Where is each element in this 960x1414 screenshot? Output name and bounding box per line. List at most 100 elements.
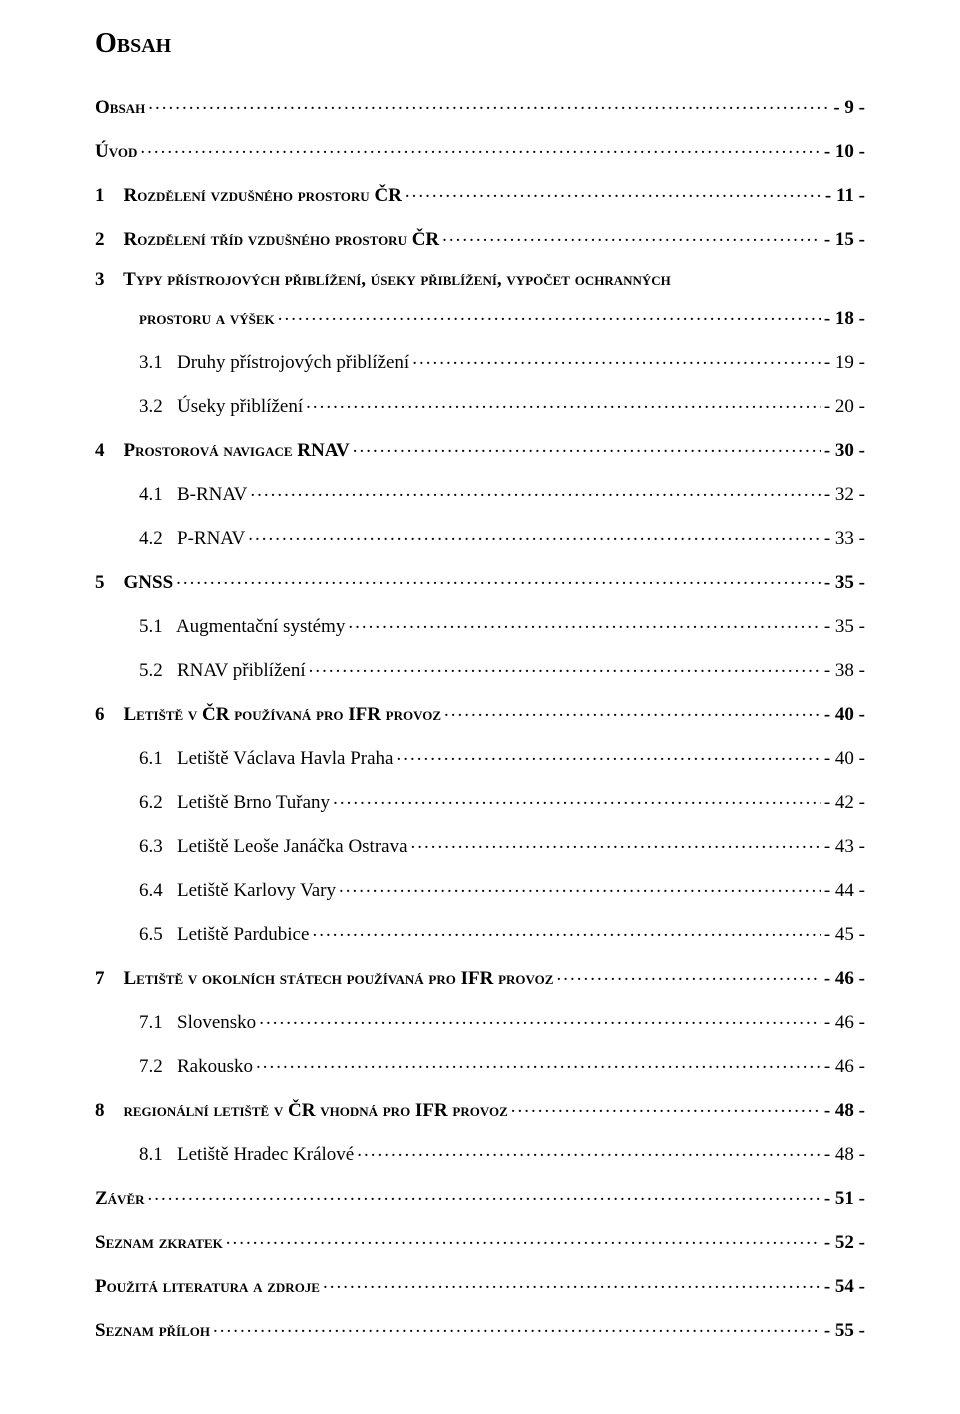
toc-entry-label: 4.1 B-RNAV — [139, 485, 247, 504]
toc-entry-label: Závěr — [95, 1189, 145, 1208]
toc-entry: Použitá literatura a zdroje- 54 - — [95, 1273, 865, 1296]
toc-entry-label: 4.2 P-RNAV — [139, 529, 245, 548]
toc-entry-label: prostoru a výšek — [139, 309, 275, 328]
toc-entry-label: 8 regionální letiště v ČR vhodná pro IFR… — [95, 1101, 508, 1120]
toc-entry-label: 6.4 Letiště Karlovy Vary — [139, 881, 336, 900]
toc-leader — [176, 569, 821, 588]
toc-entry-page: - 44 - — [824, 881, 865, 900]
toc-entry: 6 Letiště v ČR používaná pro IFR provoz -… — [95, 701, 865, 724]
toc-entry: Seznam zkratek - 52 - — [95, 1229, 865, 1252]
toc-entry-page: - 51 - — [824, 1189, 865, 1208]
toc-entry: 6.2 Letiště Brno Tuřany - 42 - — [95, 789, 865, 812]
toc-entry-page: - 30 - — [824, 441, 865, 460]
toc-entry-label: 1 Rozdělení vzdušného prostoru ČR — [95, 186, 402, 205]
toc-entry: 5.2 RNAV přiblížení - 38 - — [95, 657, 865, 680]
toc-entry-label: 6.1 Letiště Václava Havla Praha — [139, 749, 393, 768]
toc-entry-label: Seznam zkratek — [95, 1233, 223, 1252]
toc-leader — [140, 138, 820, 157]
toc-entry-label: 3.2 Úseky přiblížení — [139, 397, 303, 416]
toc-entry: 6.4 Letiště Karlovy Vary - 44 - — [95, 877, 865, 900]
toc-entry: 5.1 Augmentační systémy - 35 - — [95, 613, 865, 636]
toc-entry: Závěr - 51 - — [95, 1185, 865, 1208]
toc-entry: 3.2 Úseky přiblížení - 20 - — [95, 393, 865, 416]
toc-entry-label: 2 Rozdělení tříd vzdušného prostoru ČR — [95, 230, 439, 249]
toc-leader — [323, 1273, 821, 1292]
toc-entry: 1 Rozdělení vzdušného prostoru ČR - 11 - — [95, 182, 865, 205]
toc-entry-page: - 42 - — [824, 793, 865, 812]
toc-entry-label: Úvod — [95, 142, 137, 161]
page-title: Obsah — [95, 28, 865, 60]
toc-leader — [396, 745, 820, 764]
toc-leader — [556, 965, 820, 984]
toc-entry: 2 Rozdělení tříd vzdušného prostoru ČR - … — [95, 226, 865, 249]
toc-entry-page: - 40 - — [824, 705, 865, 724]
toc-leader — [511, 1097, 821, 1116]
toc-entry-page: - 9 - — [833, 98, 865, 117]
toc-entry: 7.2 Rakousko- 46 - — [95, 1053, 865, 1076]
toc-leader — [148, 94, 830, 113]
toc-entry: 5 GNSS- 35 - — [95, 569, 865, 592]
toc-entry-label: 5.1 Augmentační systémy — [139, 617, 345, 636]
toc-entry: 8.1 Letiště Hradec Králové - 48 - — [95, 1141, 865, 1164]
toc-entry-label: Použitá literatura a zdroje — [95, 1277, 320, 1296]
toc-entry-label: 5.2 RNAV přiblížení — [139, 661, 306, 680]
toc-entry-label: Obsah — [95, 98, 145, 117]
toc-entry: 7.1 Slovensko- 46 - — [95, 1009, 865, 1032]
toc-entry-page: - 55 - — [824, 1321, 865, 1340]
toc-leader — [312, 921, 820, 940]
toc-leader — [306, 393, 821, 412]
toc-entry-label: 3.1 Druhy přístrojových přiblížení — [139, 353, 409, 372]
toc-leader — [278, 305, 821, 324]
toc-page: Obsah Obsah - 9 - Úvod - 10 - 1 Rozdělení vz… — [0, 0, 960, 1414]
toc-entry: 4.1 B-RNAV- 32 - — [95, 481, 865, 504]
toc-leader — [309, 657, 821, 676]
toc-list: Obsah - 9 - Úvod - 10 - 1 Rozdělení vzdušnéh… — [95, 94, 865, 1340]
toc-entry: 3 Typy přístrojových přiblížení, úseky p… — [95, 270, 865, 289]
toc-leader — [444, 701, 821, 720]
toc-leader — [333, 789, 821, 808]
toc-leader — [248, 525, 821, 544]
toc-entry-page: - 15 - — [824, 230, 865, 249]
toc-entry-label: 7.1 Slovensko — [139, 1013, 256, 1032]
toc-entry: 3.1 Druhy přístrojových přiblížení - 19 - — [95, 349, 865, 372]
toc-entry-page: - 35 - — [824, 573, 865, 592]
toc-entry-page: - 35 - — [824, 617, 865, 636]
toc-entry-page: - 18 - — [824, 309, 865, 328]
toc-entry-page: - 19 - — [824, 353, 865, 372]
toc-entry-page: - 46 - — [824, 969, 865, 988]
toc-entry-page: - 48 - — [824, 1101, 865, 1120]
toc-entry: 4 Prostorová navigace RNAV - 30 - — [95, 437, 865, 460]
toc-entry: Úvod - 10 - — [95, 138, 865, 161]
toc-entry-label: 7 Letiště v okolních státech používaná p… — [95, 969, 553, 988]
toc-entry-label: 6.5 Letiště Pardubice — [139, 925, 309, 944]
toc-entry-page: - 20 - — [824, 397, 865, 416]
toc-entry-label: 6.2 Letiště Brno Tuřany — [139, 793, 330, 812]
toc-entry-page: - 10 - — [824, 142, 865, 161]
toc-leader — [411, 833, 821, 852]
toc-entry: 4.2 P-RNAV - 33 - — [95, 525, 865, 548]
toc-entry: Seznam příloh- 55 - — [95, 1317, 865, 1340]
toc-leader — [259, 1009, 821, 1028]
toc-entry-label: 3 Typy přístrojových přiblížení, úseky p… — [95, 270, 671, 289]
toc-entry: 6.5 Letiště Pardubice - 45 - — [95, 921, 865, 944]
toc-entry-page: - 45 - — [824, 925, 865, 944]
toc-entry-page: - 38 - — [824, 661, 865, 680]
toc-leader — [353, 437, 821, 456]
toc-entry: Obsah - 9 - — [95, 94, 865, 117]
toc-entry-label: 7.2 Rakousko — [139, 1057, 253, 1076]
toc-entry-label: 6 Letiště v ČR používaná pro IFR provoz — [95, 705, 441, 724]
toc-entry-label: 4 Prostorová navigace RNAV — [95, 441, 350, 460]
toc-entry-page: - 33 - — [824, 529, 865, 548]
toc-leader — [405, 182, 822, 201]
toc-entry-page: - 43 - — [824, 837, 865, 856]
toc-entry-label: 8.1 Letiště Hradec Králové — [139, 1145, 354, 1164]
toc-entry-page: - 40 - — [824, 749, 865, 768]
toc-entry: prostoru a výšek - 18 - — [95, 305, 865, 328]
toc-leader — [348, 613, 821, 632]
toc-entry: 6.3 Letiště Leoše Janáčka Ostrava- 43 - — [95, 833, 865, 856]
toc-leader — [148, 1185, 821, 1204]
toc-entry-page: - 11 - — [825, 186, 865, 205]
toc-entry-page: - 52 - — [824, 1233, 865, 1252]
toc-entry: 8 regionální letiště v ČR vhodná pro IFR… — [95, 1097, 865, 1120]
toc-entry-page: - 48 - — [824, 1145, 865, 1164]
